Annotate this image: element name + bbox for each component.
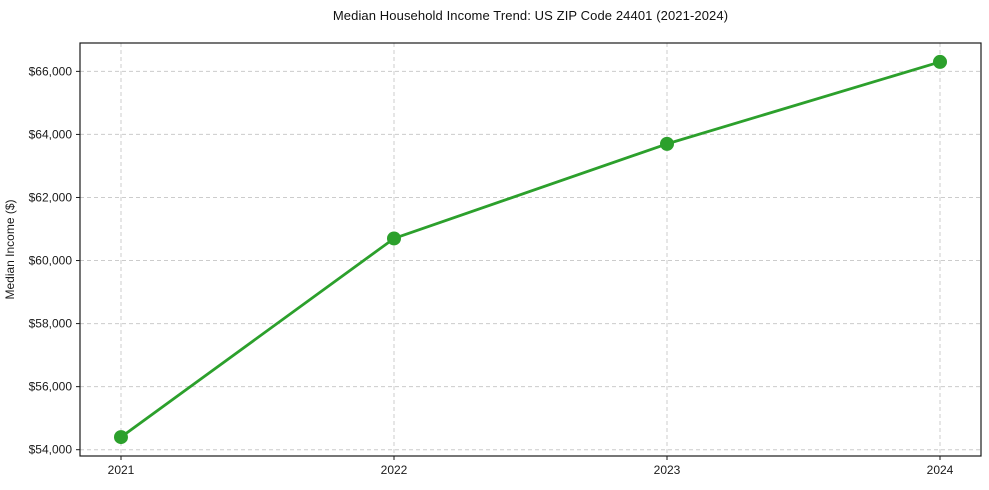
series-layer <box>113 54 948 445</box>
svg-text:$58,000: $58,000 <box>29 317 73 331</box>
svg-text:2023: 2023 <box>654 463 681 477</box>
svg-text:$56,000: $56,000 <box>29 380 73 394</box>
y-axis-label: Median Income ($) <box>3 199 17 299</box>
spine-layer <box>79 42 982 457</box>
svg-text:$60,000: $60,000 <box>29 254 73 268</box>
svg-text:$66,000: $66,000 <box>29 64 73 78</box>
svg-text:$64,000: $64,000 <box>29 127 73 141</box>
svg-text:2024: 2024 <box>927 463 954 477</box>
tick-layer: $54,000 $56,000 $58,000 $60,000 $62,000 $64,0… <box>29 64 954 477</box>
svg-text:$62,000: $62,000 <box>29 190 73 204</box>
svg-text:2022: 2022 <box>381 463 408 477</box>
grid-layer <box>80 43 981 456</box>
svg-text:$54,000: $54,000 <box>29 443 73 457</box>
svg-text:2021: 2021 <box>108 463 135 477</box>
chart-title: Median Household Income Trend: US ZIP Co… <box>332 8 729 23</box>
